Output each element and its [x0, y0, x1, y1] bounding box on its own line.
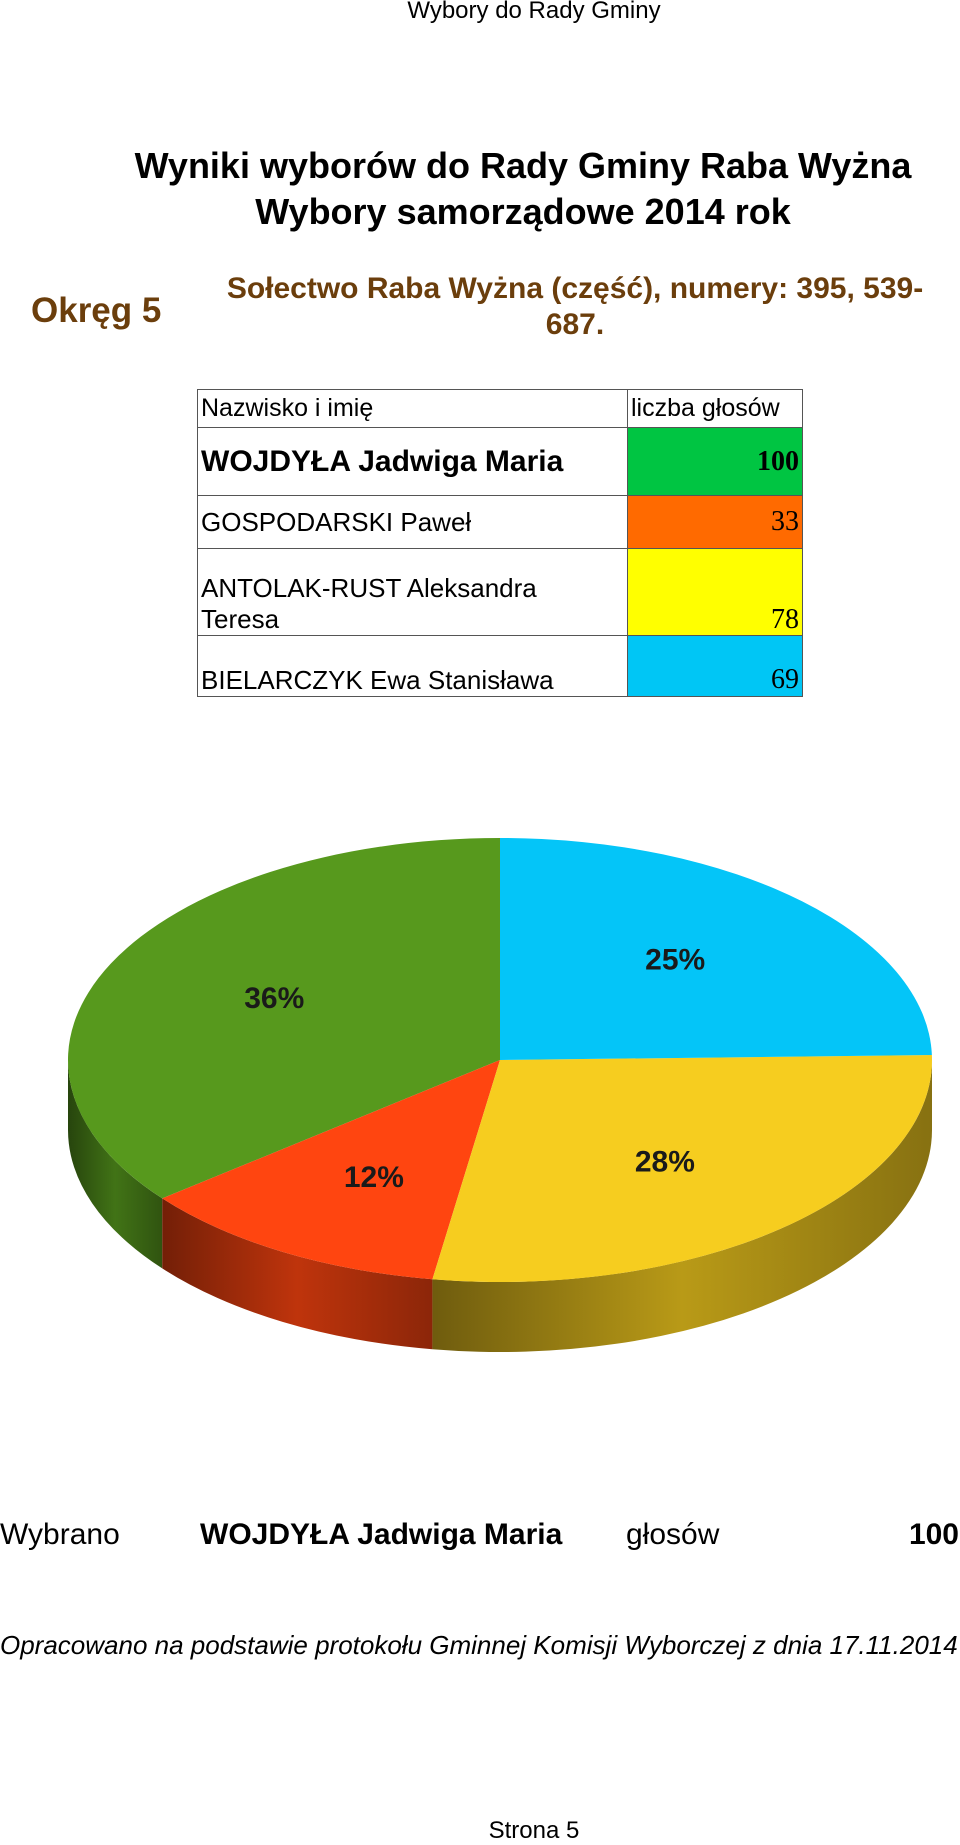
elected-label: Wybrano	[0, 1518, 120, 1551]
candidate-votes: 78	[627, 548, 803, 636]
pie-slice	[67, 838, 500, 1199]
candidate-name-line-2: Teresa	[201, 604, 280, 634]
candidate-votes: 100	[627, 427, 803, 496]
candidate-votes: 33	[627, 495, 803, 549]
pie-chart-svg: 36% 12% 28% 25%	[67, 838, 932, 1352]
candidate-name: BIELARCZYK Ewa Stanisława	[197, 635, 628, 697]
elected-votes-label: głosów	[626, 1518, 720, 1551]
table-header-row: Nazwisko i imię liczba głosów	[197, 389, 803, 428]
pie-slice	[500, 838, 932, 1060]
table-row: GOSPODARSKI Paweł 33	[197, 495, 803, 549]
table-row: BIELARCZYK Ewa Stanisława 69	[197, 635, 803, 697]
pie-slice-side	[162, 1198, 433, 1350]
district-area-line-1: Sołectwo Raba Wyżna (część), numery: 395…	[226, 272, 924, 305]
candidate-name: GOSPODARSKI Paweł	[197, 495, 628, 549]
elected-summary: Wybrano WOJDYŁA Jadwiga Maria głosów 100	[0, 1518, 960, 1558]
table-row: WOJDYŁA Jadwiga Maria 100	[197, 427, 803, 496]
title-line-1: Wyniki wyborów do Rady Gminy Raba Wyżna	[134, 145, 912, 186]
elected-name: WOJDYŁA Jadwiga Maria	[200, 1518, 563, 1551]
pie-tops	[67, 838, 932, 1282]
pie-slice-label: 25%	[645, 944, 705, 977]
candidate-votes: 69	[627, 635, 803, 697]
pie-slice	[162, 1060, 500, 1280]
title-line-2: Wybory samorządowe 2014 rok	[255, 191, 791, 232]
column-header-votes: liczba głosów	[627, 389, 803, 428]
district-area-line-2: 687.	[545, 308, 605, 341]
candidate-name-line-1: ANTOLAK-RUST Aleksandra	[201, 573, 537, 603]
district-label: Okręg 5	[31, 291, 162, 330]
pie-slice-side	[68, 1060, 163, 1269]
column-header-name: Nazwisko i imię	[197, 389, 628, 428]
pie-chart: 36% 12% 28% 25%	[60, 820, 940, 1380]
page-header: Wybory do Rady Gminy	[407, 0, 661, 24]
pie-slice-side	[432, 1060, 932, 1352]
document-title: Wyniki wyborów do Rady Gminy Raba Wyżna …	[0, 143, 960, 235]
pie-sides	[68, 1060, 932, 1352]
source-note: Opracowano na podstawie protokołu Gminne…	[0, 1630, 958, 1660]
pie-labels: 36% 12% 28% 25%	[244, 944, 705, 1194]
pie-slice	[432, 1055, 932, 1282]
candidate-name: ANTOLAK-RUST Aleksandra Teresa	[197, 548, 628, 636]
results-table: Nazwisko i imię liczba głosów WOJDYŁA Ja…	[197, 389, 803, 697]
candidate-name: WOJDYŁA Jadwiga Maria	[197, 427, 628, 496]
pie-slice-label: 28%	[635, 1146, 695, 1179]
elected-votes: 100	[908, 1518, 959, 1551]
district-area: Sołectwo Raba Wyżna (część), numery: 395…	[210, 271, 940, 343]
pie-slice-label: 36%	[244, 982, 304, 1015]
page-number: Strona 5	[488, 1817, 580, 1844]
table-row: ANTOLAK-RUST Aleksandra Teresa 78	[197, 548, 803, 636]
pie-slice-label: 12%	[344, 1161, 404, 1194]
